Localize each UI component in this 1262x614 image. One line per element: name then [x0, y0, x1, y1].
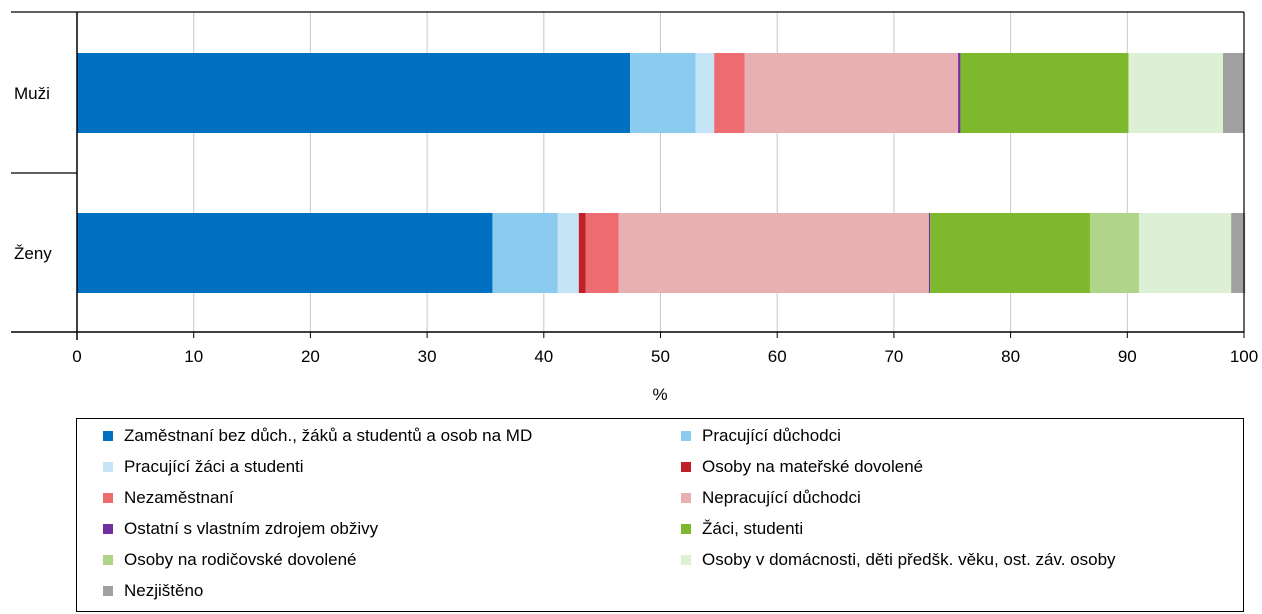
- x-tick-label: 60: [768, 347, 787, 366]
- legend-swatch: [103, 462, 113, 472]
- bars: [77, 53, 1246, 293]
- bar-segment: [585, 213, 619, 293]
- x-axis-title: %: [652, 385, 667, 404]
- bar-segment: [960, 53, 1129, 133]
- x-tick-label: 50: [651, 347, 670, 366]
- legend-label: Osoby na rodičovské dovolené: [124, 550, 357, 569]
- legend-label: Žáci, studenti: [702, 519, 804, 538]
- bar-segment: [578, 213, 586, 293]
- bar-segment: [1138, 213, 1232, 293]
- bar-segment: [930, 213, 1090, 293]
- x-tick-label: 100: [1230, 347, 1258, 366]
- legend-label: Nezaměstnaní: [124, 488, 234, 507]
- legend-swatch: [681, 431, 691, 441]
- bar-segment: [77, 53, 631, 133]
- legend-label: Osoby v domácnosti, děti předšk. věku, o…: [702, 550, 1116, 569]
- x-tick-label: 40: [534, 347, 553, 366]
- bar-segment: [1231, 213, 1246, 293]
- bar-segment: [714, 53, 745, 133]
- legend-swatch: [681, 493, 691, 503]
- bar-segment: [557, 213, 579, 293]
- bar-segment: [618, 213, 929, 293]
- legend-label: Nezjištěno: [124, 581, 204, 600]
- x-tick-labels: 0 10 20 30 40 50 60 70 80 90 100: [72, 347, 1258, 366]
- category-label: Ženy: [14, 244, 52, 263]
- bar-segment: [744, 53, 959, 133]
- legend-swatch: [103, 524, 113, 534]
- legend-swatch: [681, 555, 691, 565]
- legend-label: Pracující žáci a studenti: [124, 457, 304, 476]
- x-tick-label: 0: [72, 347, 81, 366]
- category-labels: Muži Ženy: [14, 84, 52, 263]
- axes: [11, 11, 1245, 340]
- bar-segment: [1128, 53, 1223, 133]
- legend: Zaměstnaní bez důch., žáků a studentů a …: [76, 418, 1244, 612]
- legend-label: Nepracující důchodci: [702, 488, 861, 507]
- bar-segment: [1222, 53, 1244, 133]
- legend-label: Zaměstnaní bez důch., žáků a studentů a …: [124, 426, 533, 445]
- stacked-bar-chart: 0 10 20 30 40 50 60 70 80 90 100 Muži Ženy %: [11, 11, 1258, 404]
- x-tick-label: 70: [884, 347, 903, 366]
- x-tick-label: 30: [418, 347, 437, 366]
- legend-swatch: [103, 586, 113, 596]
- bar-segment: [928, 213, 931, 293]
- legend-swatch: [681, 462, 691, 472]
- legend-swatch: [681, 524, 691, 534]
- bar-segment: [1089, 213, 1139, 293]
- legend-label: Osoby na mateřské dovolené: [702, 457, 924, 476]
- category-label: Muži: [14, 84, 50, 103]
- legend-label: Ostatní s vlastním zdrojem obživy: [124, 519, 379, 538]
- legend-label: Pracující důchodci: [702, 426, 841, 445]
- bar-segment: [695, 53, 715, 133]
- legend-swatch: [103, 431, 113, 441]
- x-tick-label: 80: [1001, 347, 1020, 366]
- bar-segment: [77, 213, 493, 293]
- legend-swatch: [103, 493, 113, 503]
- bar-segment: [492, 213, 558, 293]
- bar-segment: [630, 53, 696, 133]
- legend-swatch: [103, 555, 113, 565]
- x-tick-label: 20: [301, 347, 320, 366]
- x-tick-label: 90: [1118, 347, 1137, 366]
- bar-segment: [958, 53, 961, 133]
- x-tick-label: 10: [184, 347, 203, 366]
